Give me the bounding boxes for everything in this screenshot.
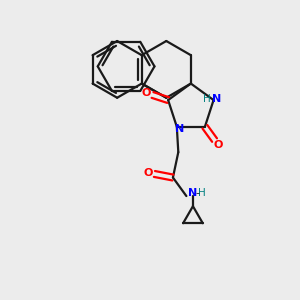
Text: O: O	[144, 168, 153, 178]
Text: H: H	[203, 94, 211, 103]
Text: N: N	[175, 124, 184, 134]
Text: O: O	[214, 140, 223, 150]
Text: N: N	[212, 94, 221, 103]
Text: H: H	[198, 188, 206, 198]
Text: -: -	[195, 188, 200, 198]
Text: O: O	[142, 88, 151, 98]
Text: N: N	[188, 188, 198, 198]
